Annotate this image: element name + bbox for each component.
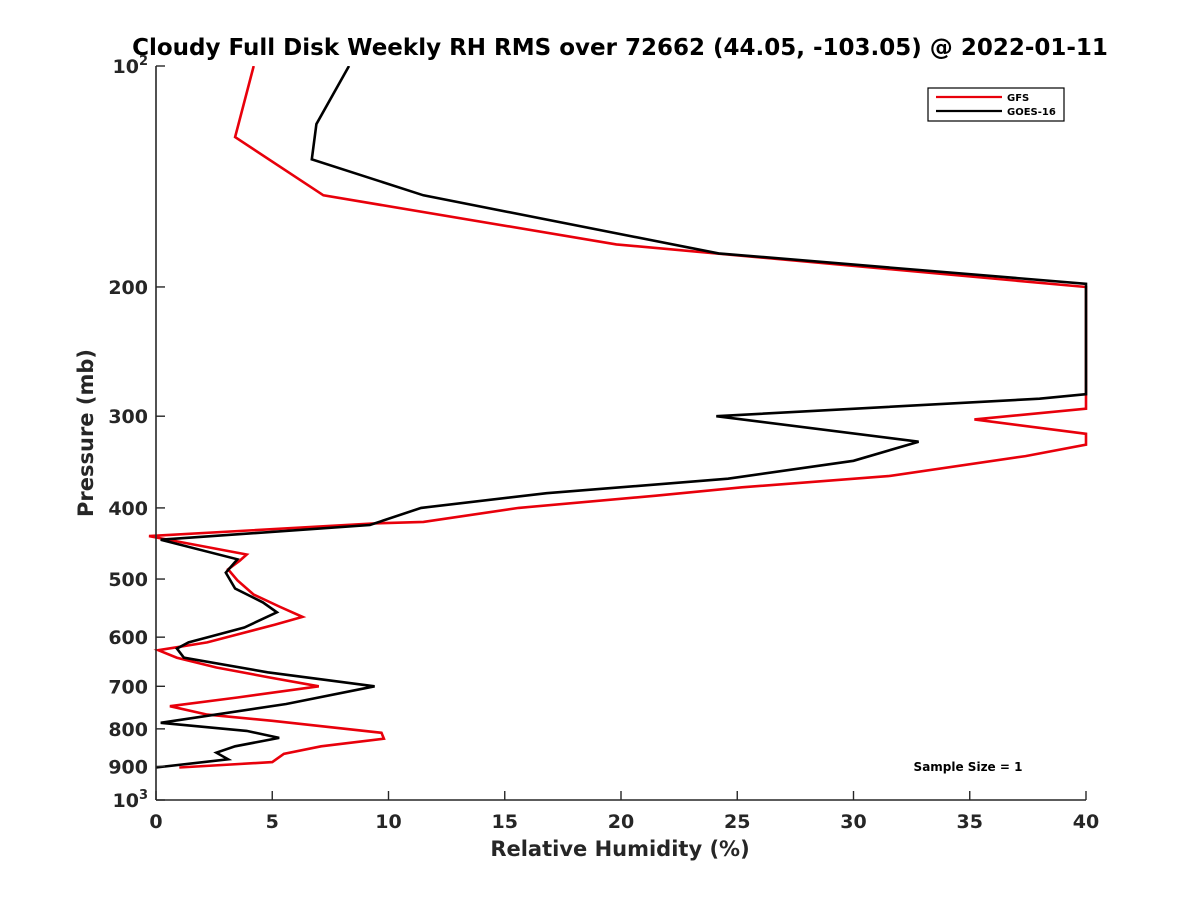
series-line-gfs — [148, 66, 1088, 769]
chart-title: Cloudy Full Disk Weekly RH RMS over 7266… — [132, 35, 1108, 61]
y-tick-label: 800 — [108, 719, 148, 741]
plot-area — [148, 66, 1088, 769]
sample-size-annotation: Sample Size = 1 — [914, 760, 1023, 774]
x-tick-label: 10 — [375, 811, 401, 833]
x-tick-label: 0 — [149, 811, 162, 833]
legend-box — [927, 87, 1065, 122]
y-axis-ticks: 102 200 300 400 500 600 700 800 900 103 — [108, 54, 165, 812]
x-axis-ticks: 0 5 10 15 20 25 30 35 40 — [149, 791, 1099, 833]
y-tick-label: 500 — [108, 569, 148, 591]
legend-label-gfs: GFS — [1007, 93, 1029, 104]
x-tick-label: 20 — [608, 811, 634, 833]
x-tick-label: 15 — [492, 811, 518, 833]
x-tick-label: 40 — [1073, 811, 1099, 833]
x-tick-label: 30 — [840, 811, 866, 833]
x-tick-label: 35 — [957, 811, 983, 833]
legend-label-goes16: GOES-16 — [1007, 107, 1056, 118]
y-tick-label: 900 — [108, 756, 148, 778]
series-line-goes-16 — [155, 66, 1088, 769]
y-tick-label: 600 — [108, 627, 148, 649]
x-tick-label: 5 — [266, 811, 279, 833]
y-tick-label: 200 — [108, 277, 148, 299]
x-tick-label: 25 — [724, 811, 750, 833]
legend: GFS GOES-16 — [927, 87, 1065, 122]
y-tick-label: 300 — [108, 406, 148, 428]
y-tick-label: 700 — [108, 676, 148, 698]
y-tick-label: 400 — [108, 498, 148, 520]
y-tick-label: 103 — [113, 788, 149, 812]
y-axis-label: Pressure (mb) — [74, 349, 98, 517]
x-axis-label: Relative Humidity (%) — [490, 837, 749, 861]
y-tick-label: 102 — [113, 54, 149, 78]
